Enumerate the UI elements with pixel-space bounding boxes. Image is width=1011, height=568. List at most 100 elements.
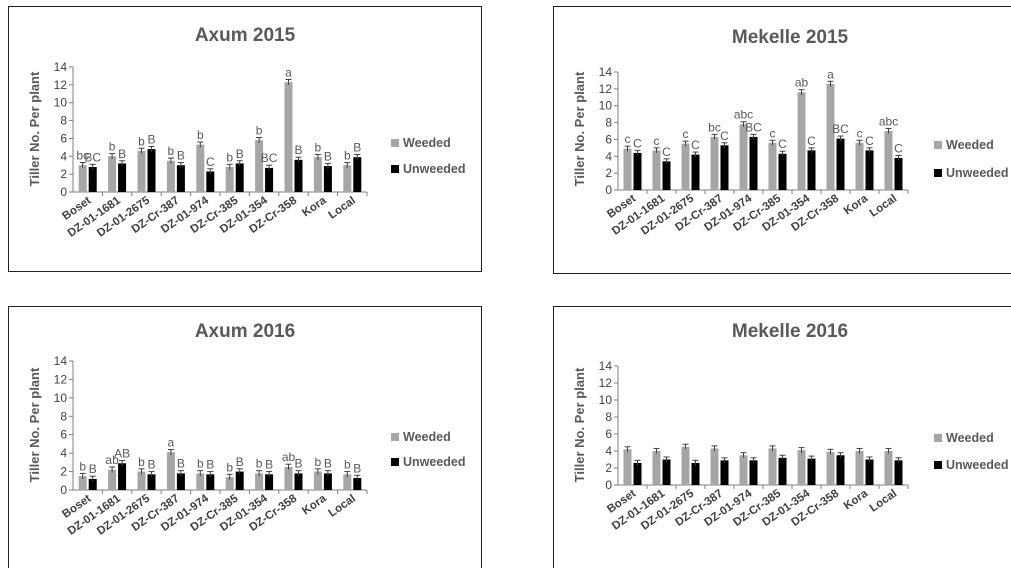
y-tick-label: 10 (54, 96, 68, 110)
y-tick-label: 4 (605, 149, 612, 163)
bar-weeded (797, 450, 806, 485)
bar-unweeded (691, 462, 700, 485)
chart-title: Mekelle 2016 (732, 321, 848, 342)
bar-weeded (855, 142, 864, 190)
legend-swatch-weeded (391, 139, 399, 147)
bar-unweeded (749, 136, 758, 190)
bar-unweeded (778, 457, 787, 485)
data-label-unweeded: BC (745, 120, 762, 134)
bar-weeded (137, 150, 146, 192)
legend-swatch-unweeded (934, 169, 942, 177)
bar-weeded (108, 156, 117, 192)
y-axis-label: Tiller No. Per plant (572, 367, 587, 482)
data-label-unweeded: C (865, 134, 874, 148)
bar-weeded (137, 471, 146, 490)
data-label-weeded: ab (105, 453, 119, 467)
data-label-weeded: b (226, 460, 233, 474)
data-label-weeded: b (168, 144, 175, 158)
bar-unweeded (206, 474, 215, 490)
legend-swatch-weeded (934, 434, 942, 442)
data-label-weeded: b (256, 457, 263, 471)
bar-weeded (225, 477, 234, 490)
data-label-weeded: b (197, 457, 204, 471)
bar-unweeded (894, 157, 903, 190)
bar-weeded (166, 160, 175, 192)
bar-unweeded (865, 150, 874, 190)
data-label-unweeded: C (720, 129, 729, 143)
data-label-weeded: ab (282, 450, 296, 464)
data-label-unweeded: BC (832, 122, 849, 136)
data-label-weeded: bc (76, 149, 89, 163)
data-label-weeded: b (256, 124, 263, 138)
bar-weeded (284, 82, 293, 192)
bar-unweeded (265, 167, 274, 192)
y-tick-label: 8 (60, 114, 67, 128)
bar-unweeded (235, 163, 244, 192)
data-label-unweeded: C (778, 137, 787, 151)
bar-weeded (855, 451, 864, 485)
bar-weeded (884, 451, 893, 485)
data-label-weeded: b (315, 141, 322, 155)
x-tick-label: Kora (842, 487, 871, 512)
data-label-weeded: abc (879, 114, 898, 128)
chart-panel-mekelle-2015: Mekelle 2015 Tiller No. Per plant 0 2 4 6 8 10 1… (553, 6, 1011, 274)
bar-unweeded (353, 157, 362, 192)
legend-label-unweeded: Unweeded (946, 458, 1009, 472)
data-label-weeded: abc (734, 108, 753, 122)
data-label-unweeded: B (206, 458, 214, 472)
bar-weeded (681, 446, 690, 485)
bar-unweeded (147, 149, 156, 192)
y-tick-label: 6 (60, 428, 67, 442)
legend-label-weeded: Weeded (403, 136, 451, 150)
y-tick-label: 12 (599, 376, 613, 390)
legend-swatch-weeded (391, 433, 399, 441)
data-label-unweeded: BC (261, 151, 278, 165)
data-label-weeded: b (138, 455, 145, 469)
x-tick-label: Local (327, 493, 358, 520)
bar-unweeded (353, 478, 362, 490)
data-label-weeded: b (138, 134, 145, 148)
data-label-weeded: b (344, 458, 351, 472)
legend-label-unweeded: Unweeded (403, 162, 466, 176)
bar-unweeded (294, 473, 303, 490)
bar-weeded (166, 452, 175, 490)
x-tick-label: Kora (842, 192, 871, 217)
y-tick-label: 4 (60, 149, 67, 163)
data-label-weeded: c (683, 127, 689, 141)
y-tick-label: 14 (599, 359, 613, 373)
x-tick-label: Kora (300, 194, 329, 219)
bar-unweeded (147, 474, 156, 490)
chart-title: Mekelle 2015 (732, 27, 849, 48)
y-tick-label: 2 (605, 166, 612, 180)
bar-unweeded (235, 471, 244, 490)
bar-weeded (652, 150, 661, 190)
data-label-unweeded: AB (114, 447, 130, 461)
bar-unweeded (778, 153, 787, 190)
y-tick-label: 14 (54, 60, 68, 74)
bar-weeded (884, 131, 893, 190)
legend-label-unweeded: Unweeded (403, 455, 466, 469)
y-tick-label: 0 (60, 185, 67, 199)
bar-weeded (797, 92, 806, 190)
bar-weeded (196, 473, 205, 490)
y-tick-label: 4 (60, 446, 67, 460)
bar-weeded (255, 473, 264, 490)
bar-weeded (313, 471, 322, 490)
y-tick-label: 2 (605, 461, 612, 475)
bar-weeded (768, 142, 777, 190)
chart-panel-axum-2016: Axum 2016 Tiller No. Per plant 0 2 4 6 8 10 12 14… (8, 306, 482, 568)
legend-label-weeded: Weeded (946, 138, 994, 152)
legend-label-unweeded: Unweeded (946, 166, 1009, 180)
chart-mekelle-2016: Mekelle 2016 Tiller No. Per plant 0 2 4 6 8 10 1… (572, 321, 1009, 533)
data-label-unweeded: B (236, 147, 244, 161)
y-tick-label: 8 (60, 409, 67, 423)
bar-unweeded (118, 463, 127, 490)
chart-title: Axum 2015 (195, 25, 296, 46)
y-tick-label: 0 (605, 478, 612, 492)
bar-weeded (225, 167, 234, 192)
data-label-weeded: a (168, 435, 175, 449)
bar-weeded (681, 143, 690, 190)
data-label-unweeded: B (177, 457, 185, 471)
data-label-unweeded: B (324, 457, 332, 471)
data-label-weeded: c (625, 132, 631, 146)
